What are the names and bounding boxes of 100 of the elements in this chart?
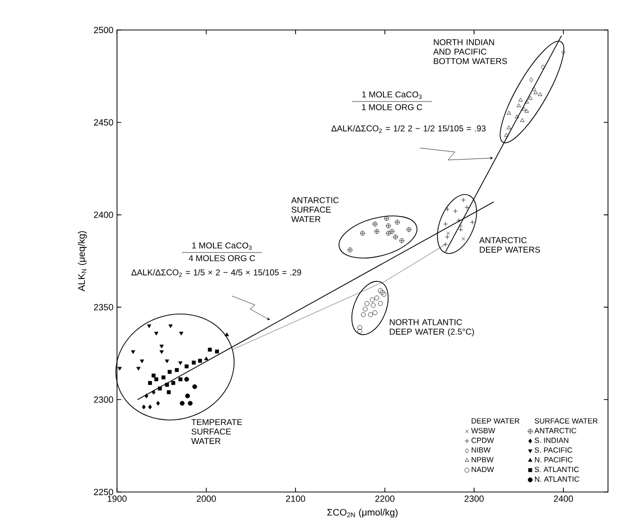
point xyxy=(462,237,466,241)
point xyxy=(179,332,184,336)
annotation: ΔALK/ΔΣCO$_{2}$ = 1/5 × 2 − 4/5 × 15/105 = .29 xyxy=(131,269,302,277)
point xyxy=(534,90,538,94)
point xyxy=(518,98,523,102)
point xyxy=(524,100,529,104)
point xyxy=(148,381,152,385)
annotation: 1 MOLE CaCO$_{3}$ xyxy=(192,242,252,250)
point xyxy=(538,92,542,96)
point xyxy=(136,366,141,371)
point xyxy=(215,350,219,354)
x-tick-label: 2000 xyxy=(196,496,216,502)
point xyxy=(204,356,208,360)
point xyxy=(390,229,394,234)
point xyxy=(148,404,152,410)
point xyxy=(374,229,380,234)
point xyxy=(152,374,156,378)
point xyxy=(562,50,566,55)
point xyxy=(524,108,529,113)
x-tick-label: 2300 xyxy=(464,496,484,502)
point xyxy=(160,350,164,354)
point xyxy=(158,386,162,391)
point xyxy=(192,360,196,365)
point xyxy=(372,222,378,227)
annotation: TEMPERATE SURFACE WATER xyxy=(191,419,242,444)
point xyxy=(184,364,189,368)
point xyxy=(504,133,508,137)
point xyxy=(522,107,526,111)
point xyxy=(192,384,198,390)
point xyxy=(178,361,182,366)
point xyxy=(174,368,179,372)
point xyxy=(378,288,383,294)
point xyxy=(178,377,182,382)
point xyxy=(380,290,385,295)
annotation: 1 MOLE ORG C xyxy=(362,104,422,110)
point xyxy=(506,110,512,115)
point xyxy=(180,400,185,406)
point xyxy=(364,301,370,306)
point xyxy=(166,390,171,394)
point xyxy=(171,381,176,385)
annotation: NORTH INDIAN AND PACIFIC BOTTOM WATERS xyxy=(433,39,507,64)
point xyxy=(446,232,450,236)
y-tick-label: 2250 xyxy=(94,488,114,496)
point xyxy=(168,370,172,374)
point xyxy=(348,248,352,252)
x-tick-label: 2200 xyxy=(375,496,394,502)
point xyxy=(147,324,152,328)
point xyxy=(164,360,170,364)
point xyxy=(378,301,383,306)
point xyxy=(399,238,404,244)
point xyxy=(528,96,532,100)
point xyxy=(372,310,378,316)
point xyxy=(384,216,389,221)
point xyxy=(224,332,229,336)
point xyxy=(360,230,365,236)
point xyxy=(514,114,520,118)
y-tick-label: 2350 xyxy=(94,304,114,310)
x-tick-label: 2400 xyxy=(554,496,573,502)
point xyxy=(357,328,362,334)
annotation: NORTH ATLANTIC DEEP WATER (2.5°C) xyxy=(390,319,474,336)
x-axis-title: ΣCO$_{2N}$ (μmol/kg) xyxy=(327,508,398,518)
point xyxy=(520,118,524,122)
point xyxy=(393,234,398,240)
point xyxy=(357,325,362,330)
x-tick-label: 1900 xyxy=(108,496,127,502)
point xyxy=(184,376,190,382)
point xyxy=(370,297,375,302)
point xyxy=(152,390,156,395)
point xyxy=(168,324,173,328)
point xyxy=(406,227,412,232)
point xyxy=(362,306,368,312)
point xyxy=(361,312,366,318)
y-tick-label: 2300 xyxy=(94,396,114,403)
y-tick-label: 2450 xyxy=(94,119,114,126)
point xyxy=(185,394,190,398)
point xyxy=(540,64,545,70)
point xyxy=(142,404,146,410)
point xyxy=(188,400,193,406)
annotation: ANTARCTIC DEEP WATERS xyxy=(479,237,540,253)
annotation: 4 MOLES ORG C xyxy=(188,255,256,262)
point xyxy=(154,377,158,382)
point xyxy=(161,376,166,380)
point xyxy=(370,303,376,308)
point xyxy=(529,78,534,82)
point xyxy=(208,348,212,352)
point xyxy=(140,360,144,364)
point xyxy=(154,332,158,336)
point xyxy=(130,350,136,354)
point xyxy=(382,292,386,297)
point xyxy=(506,126,512,130)
point xyxy=(532,86,536,92)
x-tick-label: 2100 xyxy=(286,496,306,502)
y-axis-title: ALK$_{N}$ (μeq/kg) xyxy=(78,231,87,292)
y-tick-label: 2400 xyxy=(94,212,114,218)
point xyxy=(198,358,202,363)
point xyxy=(165,382,169,387)
point xyxy=(160,344,164,348)
annotation: 1 MOLE CaCO$_{3}$ xyxy=(362,92,422,99)
point xyxy=(374,296,380,300)
point xyxy=(516,103,521,108)
